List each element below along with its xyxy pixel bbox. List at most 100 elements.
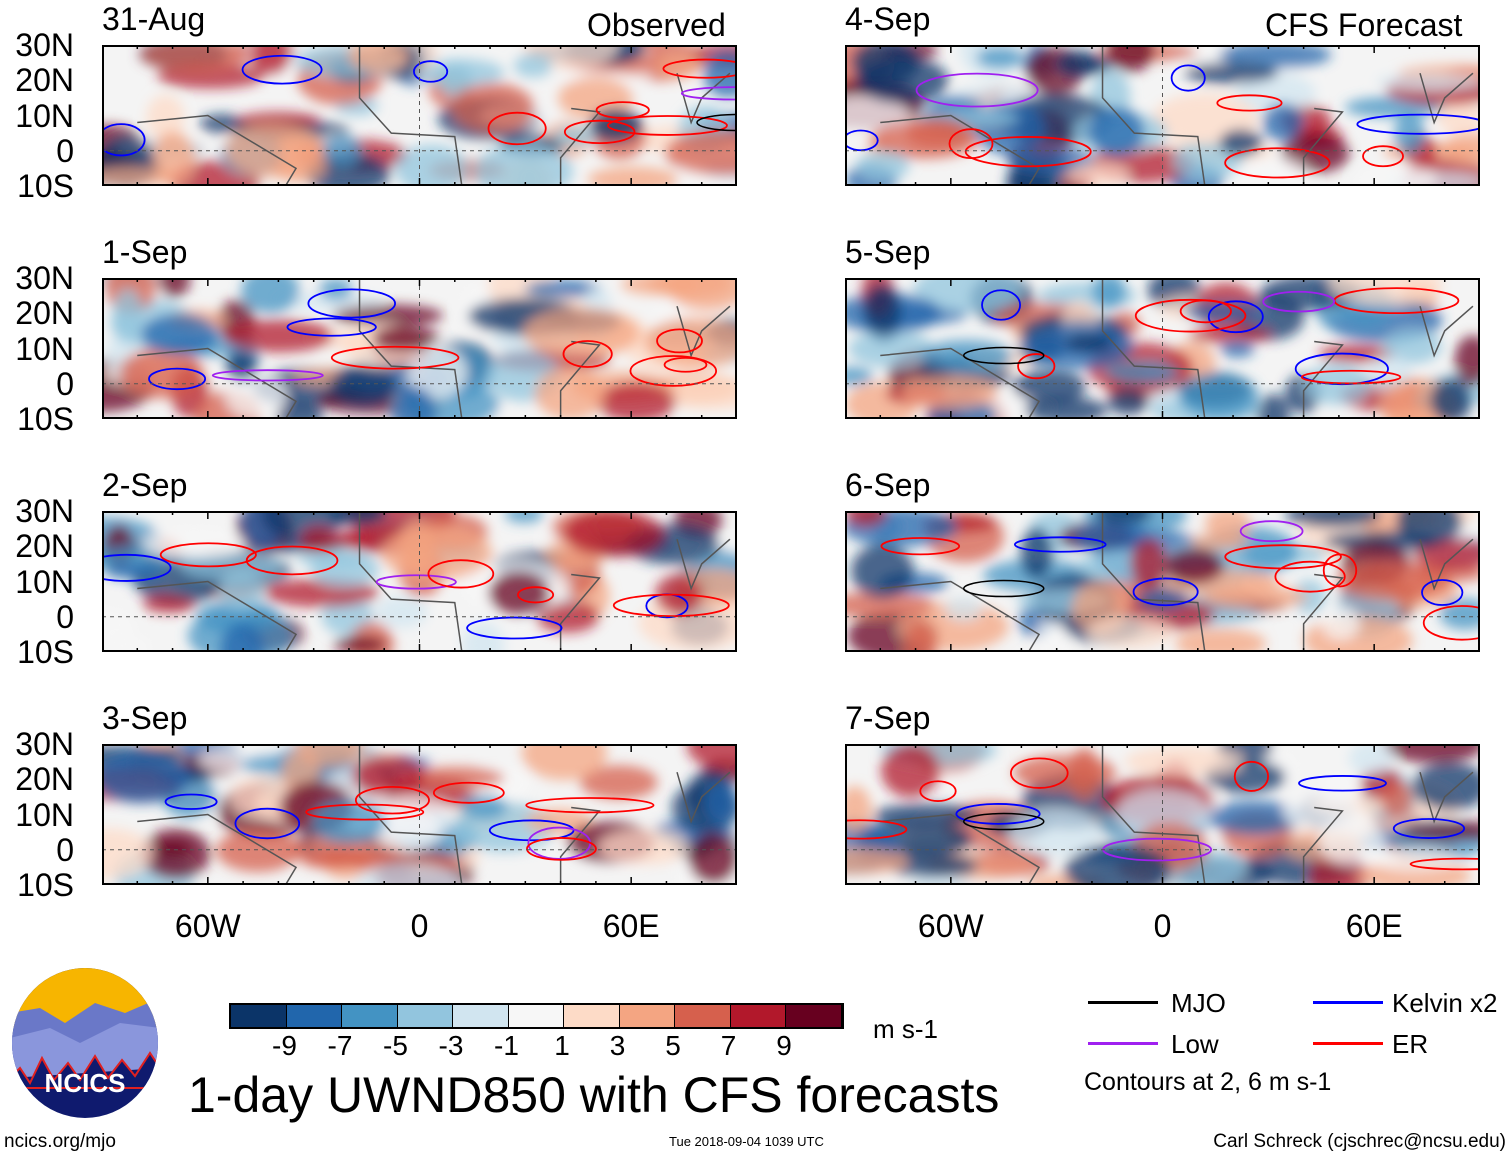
colorbar-swatch [508, 1005, 564, 1027]
wind-anomaly-blob [354, 863, 461, 883]
wind-anomaly-blob [563, 513, 664, 558]
svg-text:NCICS: NCICS [45, 1068, 126, 1098]
wind-anomaly-blob [330, 513, 387, 527]
wind-anomaly-blob [310, 550, 380, 588]
wind-anomaly-blob [1055, 49, 1103, 78]
lat-tick-label: 10S [17, 867, 74, 903]
wind-anomaly-blob [329, 364, 398, 407]
wind-anomaly-blob [452, 82, 535, 134]
wave-contour [607, 115, 728, 136]
wind-anomaly-blob [524, 280, 602, 299]
lat-tick-label: 10N [15, 563, 74, 600]
wind-anomaly-blob [381, 526, 493, 580]
wind-anomaly-blob [657, 376, 735, 411]
wind-anomaly-blob [250, 47, 291, 75]
wind-anomaly-blob [104, 609, 135, 646]
wind-anomaly-blob [195, 600, 280, 634]
map-panel [845, 45, 1480, 186]
mjo-contour [696, 113, 735, 132]
wave-contour [1392, 818, 1466, 839]
legend-line-mjo [1088, 1001, 1158, 1004]
wind-anomaly-blob [703, 50, 735, 98]
wind-anomaly-blob [146, 94, 185, 141]
lat-tick-label: 0 [56, 132, 74, 169]
wind-anomaly-blob [141, 313, 219, 355]
wind-anomaly-blob [398, 520, 435, 573]
footer-url[interactable]: ncics.org/mjo [4, 1131, 116, 1152]
legend-label-kelvin: Kelvin x2 [1392, 988, 1498, 1018]
wind-anomaly-blob [863, 284, 902, 336]
wave-contour [1274, 560, 1346, 593]
lon-tick-label: 60E [602, 908, 660, 944]
wave-contour [680, 86, 735, 101]
wave-contour [1239, 520, 1304, 543]
lon-tick-label: 0 [410, 908, 429, 944]
footer-timestamp: Tue 2018-09-04 1039 UTC [669, 1134, 824, 1149]
colorbar [229, 1003, 844, 1029]
wind-anomaly-blob [348, 47, 410, 73]
wind-anomaly-blob [1024, 396, 1108, 417]
wind-anomaly-blob [1348, 746, 1394, 776]
wind-anomaly-blob [1321, 605, 1361, 640]
wind-anomaly-blob [391, 386, 437, 417]
colorbar-swatch [619, 1005, 675, 1027]
wave-contour [612, 593, 730, 618]
wave-contour [525, 797, 655, 814]
colorbar-units: m s-1 [873, 1014, 938, 1044]
lon-tick-label: 0 [1153, 908, 1172, 944]
map-panel [845, 278, 1480, 419]
wind-anomaly-blob [847, 366, 873, 386]
lat-tick-label: 0 [56, 598, 74, 635]
wind-anomaly-blob [1235, 73, 1316, 114]
wind-anomaly-blob [104, 751, 191, 804]
lat-tick-label: 20N [15, 761, 74, 798]
lat-tick-label: 30N [15, 260, 74, 296]
colorbar-swatch [453, 1005, 509, 1027]
wind-anomaly-blob [104, 166, 177, 184]
wind-anomaly-blob [1454, 335, 1478, 386]
wind-anomaly-blob [1375, 73, 1478, 90]
wind-anomaly-blob [1323, 531, 1442, 552]
legend-line-kelvin [1313, 1001, 1383, 1004]
colorbar-swatch [231, 1005, 287, 1027]
mjo-contour [963, 579, 1045, 598]
coastline [880, 513, 1474, 650]
wave-contour [562, 340, 613, 368]
wind-anomaly-blob [1107, 388, 1149, 416]
wind-anomaly-blob [644, 317, 735, 368]
wind-anomaly-blob [225, 371, 286, 417]
colorbar-tick-label: 3 [609, 1030, 626, 1061]
wind-anomaly-blob [276, 293, 384, 310]
colorbar-tick-label: 9 [776, 1030, 792, 1061]
ncics-logo: NCICS [12, 968, 158, 1118]
legend-label-mjo: MJO [1171, 988, 1226, 1018]
wind-anomaly-blob [158, 280, 191, 298]
wind-anomaly-blob [104, 563, 163, 580]
panel-date: 2-Sep [102, 467, 188, 503]
lat-tick-label: 0 [56, 831, 74, 868]
coastline [137, 47, 731, 184]
coastline [137, 513, 731, 650]
colorbar-tick-label: 7 [720, 1030, 737, 1061]
wind-anomaly-blob [1412, 762, 1478, 811]
wind-anomaly-blob [112, 288, 144, 344]
wave-contour [1134, 298, 1247, 333]
wave-contour [847, 129, 879, 152]
wind-anomaly-blob [1072, 522, 1153, 553]
panel-date: 7-Sep [845, 700, 931, 736]
colorbar-tick-label: -9 [272, 1030, 297, 1061]
colorbar-swatch [342, 1005, 398, 1027]
wave-contour [880, 537, 961, 556]
wave-contour [1422, 605, 1478, 641]
map-panel [102, 744, 737, 885]
lat-tick-label: 30N [15, 726, 74, 762]
wind-anomaly-blob [847, 513, 888, 527]
wind-anomaly-blob [1285, 513, 1382, 528]
figure-title: 1-day UWND850 with CFS forecasts [188, 1067, 1000, 1123]
wind-anomaly-blob [855, 56, 949, 104]
wind-anomaly-blob [301, 852, 368, 870]
wind-anomaly-blob [154, 840, 192, 858]
wind-anomaly-blob [920, 339, 1013, 373]
wind-anomaly-blob [1086, 615, 1174, 648]
